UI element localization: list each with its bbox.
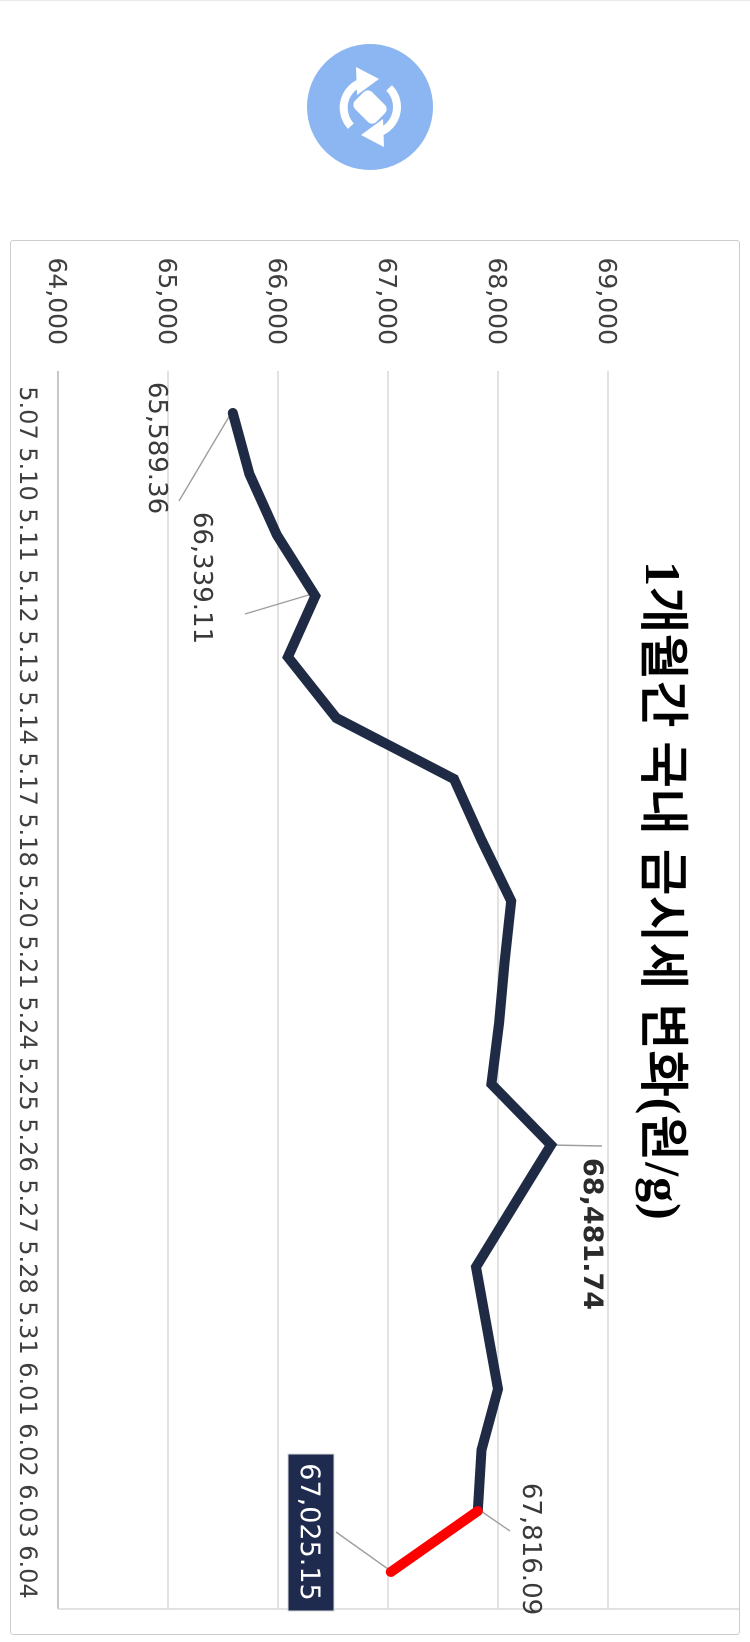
x-axis-label: 5.07 — [14, 386, 42, 439]
x-axis-label: 5.31 — [14, 1301, 42, 1354]
x-axis-label: 5.12 — [14, 569, 42, 622]
annotation-label: 67,816.09 — [516, 1483, 546, 1615]
gold-price-line-chart: 1개월간 국내 금시세 변화(원/g) 64,000 65,000 66,000 67… — [14, 258, 739, 1615]
y-axis-label: 65,000 — [153, 258, 182, 345]
x-axis-label: 5.18 — [14, 813, 42, 866]
x-axis-label: 5.25 — [14, 1057, 42, 1110]
annotation-leader-line — [178, 414, 231, 502]
y-axis-label: 68,000 — [483, 258, 512, 345]
last-value-box — [287, 1453, 335, 1612]
x-axis-label: 5.21 — [14, 935, 42, 988]
price-line — [227, 408, 558, 1516]
sync-rotate-icon — [307, 44, 433, 170]
y-axis-label: 69,000 — [593, 258, 622, 345]
x-axis-label: 5.17 — [14, 752, 42, 805]
annotation-label: 65,589.36 — [142, 382, 172, 514]
x-axis-label: 5.27 — [14, 1179, 42, 1232]
y-axis-label: 66,000 — [263, 258, 292, 345]
annotation-label: 66,339.11 — [187, 512, 217, 644]
x-axis-label: 5.10 — [14, 447, 42, 500]
y-axis-label: 64,000 — [43, 258, 72, 345]
x-axis-label: 6.01 — [14, 1362, 42, 1415]
price-line-last-segment — [385, 1506, 483, 1577]
x-axis-label: 5.11 — [14, 508, 42, 561]
x-axis-label: 5.24 — [14, 996, 42, 1049]
annotation-leader-line — [549, 1144, 603, 1147]
x-axis-label: 5.14 — [14, 691, 42, 744]
refresh-button[interactable] — [307, 44, 433, 170]
x-axis-label: 6.04 — [14, 1545, 42, 1598]
annotation-label: 68,481.74 — [577, 1158, 608, 1310]
chart-title: 1개월간 국내 금시세 변화(원/g) — [635, 561, 691, 1221]
y-axis-label: 67,000 — [373, 258, 402, 345]
chart-rotator: 1개월간 국내 금시세 변화(원/g) 64,000 65,000 66,000 67… — [11, 241, 739, 1634]
x-axis-label: 5.13 — [14, 630, 42, 683]
x-axis-label: 5.20 — [14, 874, 42, 927]
chart-card: 1개월간 국내 금시세 변화(원/g) 64,000 65,000 66,000 67… — [10, 240, 740, 1635]
x-axis-label: 6.02 — [14, 1423, 42, 1476]
annotation-label: 67,025.15 — [294, 1463, 325, 1600]
x-axis-label: 6.03 — [14, 1484, 42, 1537]
x-axis-label: 5.28 — [14, 1240, 42, 1293]
annotation-leader-line — [244, 593, 313, 615]
page-top-divider — [0, 0, 750, 1]
x-axis-label: 5.26 — [14, 1118, 42, 1171]
annotation-leader-line — [335, 1531, 389, 1570]
